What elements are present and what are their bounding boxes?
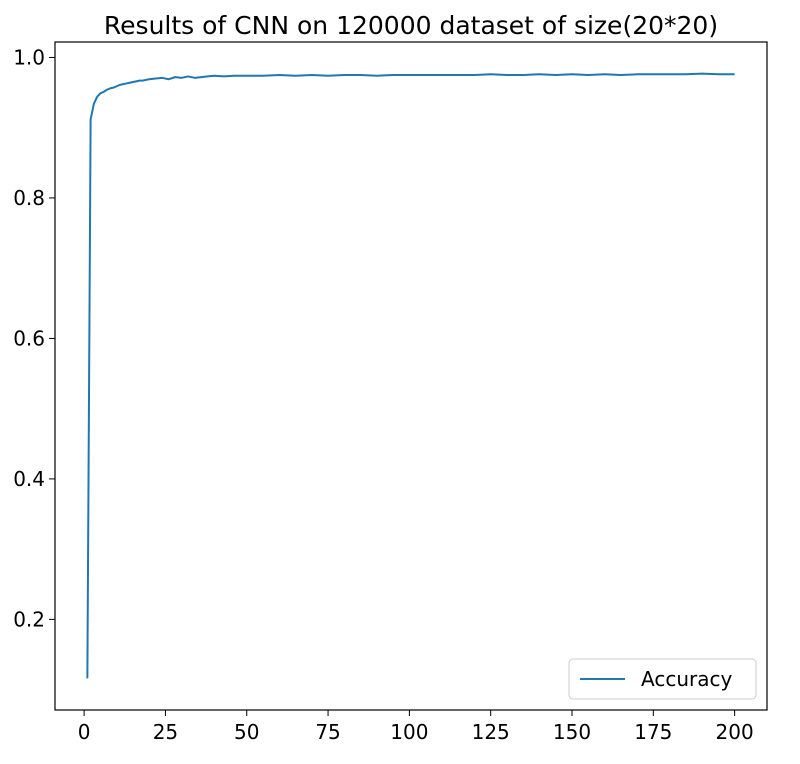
x-tick-label: 125 xyxy=(472,720,510,744)
legend-label: Accuracy xyxy=(641,667,732,691)
x-tick-label: 75 xyxy=(315,720,340,744)
plot-frame xyxy=(54,41,768,711)
plot-area xyxy=(54,41,768,711)
legend-box xyxy=(568,658,757,700)
y-tick-label: 1.0 xyxy=(13,45,45,69)
x-tick-label: 0 xyxy=(78,720,91,744)
x-tick-label: 150 xyxy=(553,720,591,744)
chart-title: Results of CNN on 120000 dataset of size… xyxy=(104,11,718,40)
x-tick-label: 50 xyxy=(234,720,259,744)
x-tick-label: 175 xyxy=(634,720,672,744)
series-line-accuracy xyxy=(86,72,735,679)
x-tick-label: 200 xyxy=(716,720,754,744)
series-layer xyxy=(86,72,735,679)
legend: Accuracy xyxy=(568,658,757,700)
x-tick-label: 25 xyxy=(153,720,178,744)
y-axis: 0.2 0.4 0.6 0.8 1.0 xyxy=(13,45,55,631)
y-tick-label: 0.2 xyxy=(13,607,45,631)
x-tick-label: 100 xyxy=(390,720,428,744)
x-axis: 0 25 50 75 100 125 150 175 200 xyxy=(78,710,754,744)
y-tick-label: 0.4 xyxy=(13,467,45,491)
y-tick-label: 0.8 xyxy=(13,186,45,210)
y-tick-label: 0.6 xyxy=(13,326,45,350)
